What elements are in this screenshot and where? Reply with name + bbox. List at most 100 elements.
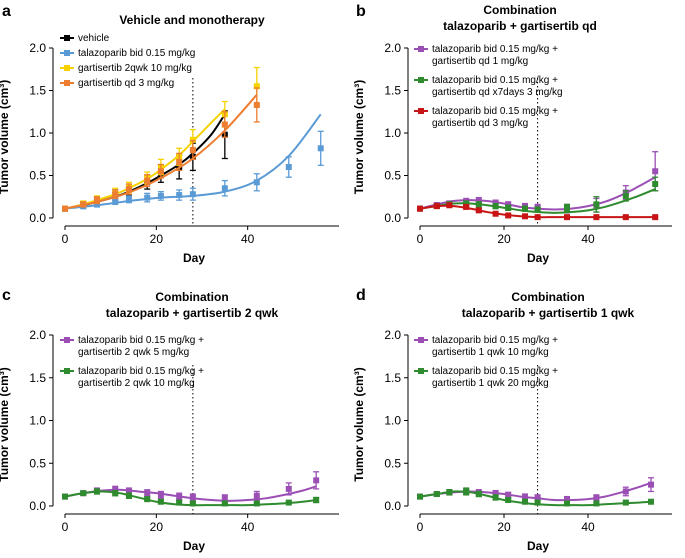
panel-c-title-line: Combination: [155, 290, 228, 304]
panel-c-data-point: [144, 496, 151, 503]
panel-b: Combination talazoparib + gartisertib qd 0…: [352, 3, 672, 265]
panel-c-data-point: [313, 477, 320, 484]
panel-a-legend-marker: [64, 35, 70, 41]
panel-b-legend-label: talazoparib bid 0.15 mg/kg +: [432, 44, 558, 55]
panel-a-data-point: [157, 168, 164, 175]
panel-d-data-point: [648, 481, 654, 488]
panel-c-data-point: [285, 485, 292, 492]
panel-d-data-point: [534, 499, 541, 506]
panel-b-data-point: [475, 201, 482, 208]
panel-d-y-tick-label: 0.5: [384, 456, 401, 470]
panel-c-data-point: [313, 497, 320, 504]
panel-d-legend-item-0: talazoparib bid 0.15 mg/kg +gartisertib …: [414, 335, 558, 358]
panel-a-data-point: [189, 136, 196, 143]
panel-b-x-tick-label: 20: [497, 232, 511, 246]
panel-c-legend-marker: [64, 368, 70, 374]
panel-a-data-point: [112, 191, 119, 198]
panel-c-legend-marker: [64, 337, 70, 343]
panel-b-y-tick-label: 0.0: [384, 211, 401, 225]
panel-b-x-axis-title: Day: [527, 251, 549, 265]
panel-b-y-tick-label: 2.0: [384, 41, 401, 55]
panel-a-legend-item-1: talazoparib bid 0.15 mg/kg: [60, 48, 195, 59]
panel-c: Combination talazoparib + gartisertib 2 q…: [0, 290, 339, 553]
panel-d-data-point: [564, 496, 570, 503]
panel-letter-c: c: [2, 287, 11, 304]
panel-c-data-point: [125, 492, 132, 499]
panel-d-data-point: [593, 500, 600, 507]
panel-d-data-point: [505, 497, 512, 504]
panel-c-data-point: [144, 490, 151, 497]
panel-c-y-axis-title: Tumor volume (cm³): [0, 367, 11, 481]
panel-b-data-point: [593, 214, 600, 221]
panel-a-legend-label: vehicle: [78, 33, 110, 44]
panel-b-data-point: [505, 212, 512, 219]
panel-a-y-tick-label: 1.0: [29, 126, 46, 140]
panel-b-legend-item-0: talazoparib bid 0.15 mg/kg +gartisertib …: [414, 44, 558, 67]
panel-a-legend-marker: [64, 65, 70, 71]
panel-a-x-tick-label: 40: [241, 232, 255, 246]
panel-b-legend-item-1: talazoparib bid 0.15 mg/kg +gartisertib …: [414, 75, 563, 98]
panel-d-x-tick-label: 20: [497, 520, 511, 534]
panel-d: Combination talazoparib + gartisertib 1 q…: [352, 290, 672, 553]
panel-c-y-tick-label: 0.5: [29, 456, 46, 470]
panel-b-y-tick-label: 1.5: [384, 84, 401, 98]
panel-c-data-point: [221, 495, 228, 502]
panel-c-data-point: [253, 500, 260, 507]
panel-c-legend-label: gartisertib 2 qwk 5 mg/kg: [78, 347, 189, 358]
panel-d-data-point: [564, 500, 570, 507]
panel-c-x-tick-label: 20: [150, 520, 164, 534]
panel-d-y-tick-label: 2.0: [384, 328, 401, 342]
panel-b-data-point: [622, 214, 629, 221]
panel-b-data-point: [492, 203, 499, 210]
panel-c-legend-label: gartisertib 2 qwk 10 mg/kg: [78, 378, 195, 389]
panel-b-data-point: [522, 205, 528, 212]
panel-d-data-point: [522, 493, 528, 500]
panel-d-y-tick-label: 0.0: [384, 499, 401, 513]
panel-a-data-point: [221, 185, 228, 192]
panel-c-data-point: [112, 490, 119, 497]
panel-d-legend-marker: [418, 368, 424, 374]
panel-c-y-tick-label: 2.0: [29, 328, 46, 342]
panel-a-legend-item-3: gartisertib qd 3 mg/kg: [60, 78, 174, 89]
panel-b-data-point: [475, 198, 482, 204]
panel-a-y-tick-label: 1.5: [29, 84, 46, 98]
panel-b-title-line: talazoparib + gartisertib qd: [443, 19, 597, 33]
panel-b-series-2: [417, 202, 659, 221]
panel-a-data-point: [285, 164, 292, 170]
panel-a-data-point: [80, 201, 87, 208]
panel-b-x-tick-label: 0: [417, 232, 424, 246]
panel-b-legend-marker: [418, 77, 424, 83]
panel-a-data-point: [62, 205, 68, 212]
panel-c-data-point: [285, 499, 292, 506]
panel-d-data-point: [522, 498, 528, 505]
panel-b-data-point: [522, 213, 528, 220]
panel-a-series-3: [62, 87, 260, 212]
panel-b-data-point: [492, 210, 499, 217]
panel-b-data-point: [534, 206, 541, 213]
panel-a-data-point: [253, 83, 260, 90]
panel-d-data-point: [463, 488, 470, 495]
panel-a-data-point: [176, 192, 183, 199]
panel-b-data-point: [652, 168, 659, 175]
panel-d-legend-item-1: talazoparib bid 0.15 mg/kg +gartisertib …: [414, 366, 558, 389]
panel-c-data-point: [176, 493, 183, 500]
panel-a-data-point: [157, 192, 164, 199]
panel-d-data-point: [492, 494, 499, 501]
panel-c-data-point: [189, 500, 196, 507]
panel-b-title-line: Combination: [483, 3, 556, 17]
panel-c-title-line: talazoparib + gartisertib 2 qwk: [106, 306, 279, 320]
panel-b-y-axis-title: Tumor volume (cm³): [352, 80, 366, 194]
panel-c-x-axis-title: Day: [183, 539, 205, 553]
panel-a-data-point: [176, 158, 183, 165]
panel-a-legend-label: gartisertib qd 3 mg/kg: [78, 78, 174, 89]
panel-d-data-point: [446, 489, 453, 496]
panel-a-y-tick-label: 2.0: [29, 41, 46, 55]
panel-c-data-point: [157, 491, 164, 498]
panel-b-data-point: [505, 204, 512, 211]
panel-b-y-tick-label: 0.5: [384, 169, 401, 183]
panel-d-title-line: Combination: [511, 290, 584, 304]
panel-c-y-tick-label: 1.0: [29, 414, 46, 428]
panel-d-data-point: [475, 491, 482, 498]
panel-b-data-point: [534, 214, 541, 221]
panel-c-data-point: [80, 490, 87, 497]
